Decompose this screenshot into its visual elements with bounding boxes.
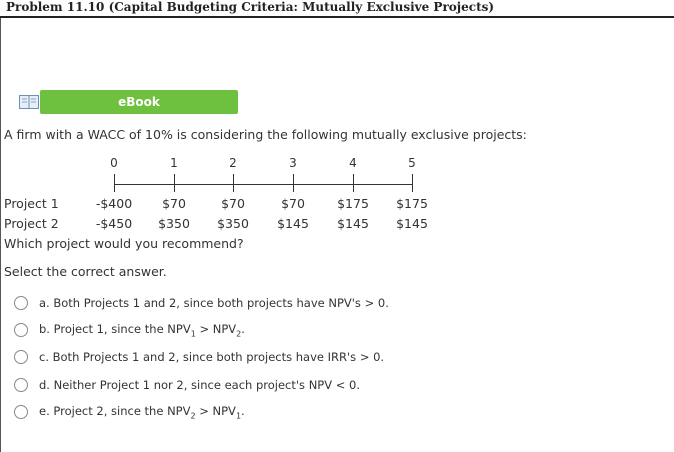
period-label: 1 (170, 156, 178, 170)
answer-option-d[interactable]: d. Neither Project 1 nor 2, since each p… (14, 376, 360, 394)
timeline-tick (233, 174, 234, 192)
answer-option-c[interactable]: c. Both Projects 1 and 2, since both pro… (14, 348, 384, 366)
cash-flow-value: -$400 (95, 196, 133, 211)
problem-title: Problem 11.10 (Capital Budgeting Criteri… (6, 0, 495, 14)
timeline-tick (353, 174, 354, 192)
project-name: Project 2 (4, 216, 59, 231)
project-1-row: Project 1 -$400 $70 $70 $70 $175 $175 (0, 196, 674, 214)
option-label: e. Project 2, since the NPV2 > NPV1. (39, 403, 245, 421)
project-name: Project 1 (4, 196, 59, 211)
radio-button[interactable] (14, 350, 28, 364)
radio-button[interactable] (14, 405, 28, 419)
radio-button[interactable] (14, 323, 28, 337)
answer-option-b[interactable]: b. Project 1, since the NPV1 > NPV2. (14, 321, 245, 339)
timeline-tick (174, 174, 175, 192)
book-icon[interactable] (19, 95, 39, 109)
recommendation-prompt: Which project would you recommend? (4, 236, 244, 251)
title-divider (0, 16, 674, 18)
cash-flow-timeline: 0 1 2 3 4 5 (0, 150, 674, 192)
period-label: 0 (110, 156, 118, 170)
radio-button[interactable] (14, 378, 28, 392)
select-instruction: Select the correct answer. (4, 264, 167, 279)
period-label: 2 (229, 156, 237, 170)
cash-flow-value: -$450 (95, 216, 133, 231)
radio-button[interactable] (14, 296, 28, 310)
option-label: b. Project 1, since the NPV1 > NPV2. (39, 321, 245, 339)
cash-flow-value: $145 (337, 216, 369, 231)
answer-option-e[interactable]: e. Project 2, since the NPV2 > NPV1. (14, 403, 245, 421)
period-label: 5 (408, 156, 416, 170)
cash-flow-value: $175 (396, 196, 428, 211)
option-label: c. Both Projects 1 and 2, since both pro… (39, 350, 385, 364)
option-label: a. Both Projects 1 and 2, since both pro… (39, 296, 389, 310)
timeline-tick (412, 174, 413, 192)
cash-flow-value: $175 (337, 196, 369, 211)
ebook-button[interactable]: eBook (40, 90, 238, 114)
cash-flow-value: $70 (162, 196, 186, 211)
timeline-axis (114, 184, 412, 185)
cash-flow-value: $145 (396, 216, 428, 231)
cash-flow-value: $70 (221, 196, 245, 211)
period-label: 3 (289, 156, 297, 170)
project-2-row: Project 2 -$450 $350 $350 $145 $145 $145 (0, 216, 674, 234)
question-text: A firm with a WACC of 10% is considering… (4, 127, 527, 142)
timeline-tick (114, 174, 115, 192)
timeline-tick (293, 174, 294, 192)
cash-flow-value: $350 (217, 216, 249, 231)
answer-option-a[interactable]: a. Both Projects 1 and 2, since both pro… (14, 294, 389, 312)
period-label: 4 (349, 156, 357, 170)
cash-flow-value: $350 (158, 216, 190, 231)
left-border (0, 18, 1, 452)
cash-flow-value: $70 (281, 196, 305, 211)
cash-flow-value: $145 (277, 216, 309, 231)
option-label: d. Neither Project 1 nor 2, since each p… (39, 378, 361, 392)
